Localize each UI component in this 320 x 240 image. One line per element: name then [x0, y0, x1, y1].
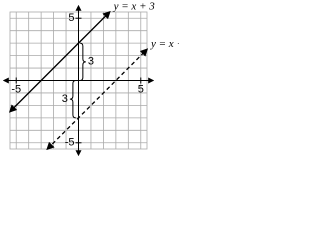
annotation: 3: [62, 93, 68, 105]
brace: [69, 80, 76, 119]
series-label: y = x + 3: [113, 1, 156, 13]
series-line: [46, 48, 149, 151]
series-label: y = x − 3: [150, 38, 179, 50]
series-line: [8, 10, 111, 113]
y-tick-label: 5: [68, 12, 74, 24]
x-tick-label: -5: [11, 83, 21, 95]
y-tick-label: -5: [65, 137, 75, 149]
brace: [79, 42, 86, 81]
chart: -5 5 -5 5 y = x + 3 y = x − 3 3 3: [2, 1, 179, 157]
x-tick-label: 5: [138, 83, 144, 95]
annotation: 3: [88, 56, 94, 68]
